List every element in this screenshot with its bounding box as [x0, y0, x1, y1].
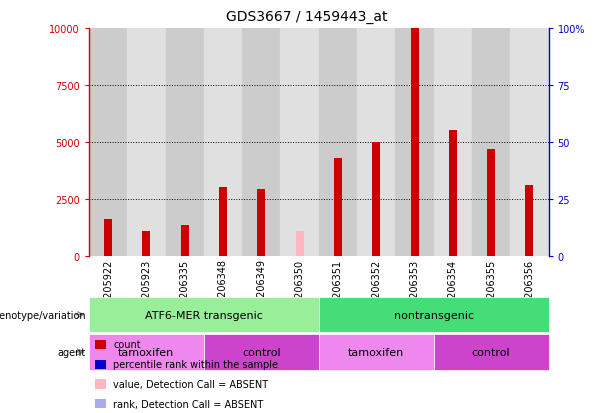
Bar — [104, 220, 112, 256]
Text: count: count — [113, 339, 141, 349]
Bar — [334, 158, 342, 256]
Text: tamoxifen: tamoxifen — [348, 347, 405, 357]
Bar — [525, 185, 533, 256]
Bar — [257, 189, 265, 256]
Text: control: control — [242, 347, 281, 357]
Bar — [142, 231, 150, 256]
Text: nontransgenic: nontransgenic — [394, 310, 474, 320]
Bar — [281, 29, 319, 256]
Text: rank, Detection Call = ABSENT: rank, Detection Call = ABSENT — [113, 399, 264, 409]
Bar — [449, 131, 457, 256]
Bar — [510, 29, 549, 256]
Bar — [219, 188, 227, 256]
Bar — [242, 29, 281, 256]
Bar — [395, 29, 434, 256]
Bar — [472, 29, 510, 256]
Text: value, Detection Call = ABSENT: value, Detection Call = ABSENT — [113, 379, 268, 389]
Bar — [411, 29, 419, 256]
Bar — [487, 149, 495, 256]
Bar — [295, 231, 303, 256]
Bar — [204, 29, 242, 256]
Bar — [166, 29, 204, 256]
Text: percentile rank within the sample: percentile rank within the sample — [113, 359, 278, 369]
Bar — [181, 225, 189, 256]
Text: agent: agent — [58, 347, 86, 357]
Text: GDS3667 / 1459443_at: GDS3667 / 1459443_at — [226, 10, 387, 24]
Text: genotype/variation: genotype/variation — [0, 310, 86, 320]
Bar — [434, 29, 472, 256]
Text: tamoxifen: tamoxifen — [118, 347, 175, 357]
Text: ATF6-MER transgenic: ATF6-MER transgenic — [145, 310, 263, 320]
Bar — [357, 29, 395, 256]
Bar — [89, 29, 128, 256]
Bar — [319, 29, 357, 256]
Bar — [372, 142, 380, 256]
Text: control: control — [472, 347, 511, 357]
Bar — [128, 29, 166, 256]
